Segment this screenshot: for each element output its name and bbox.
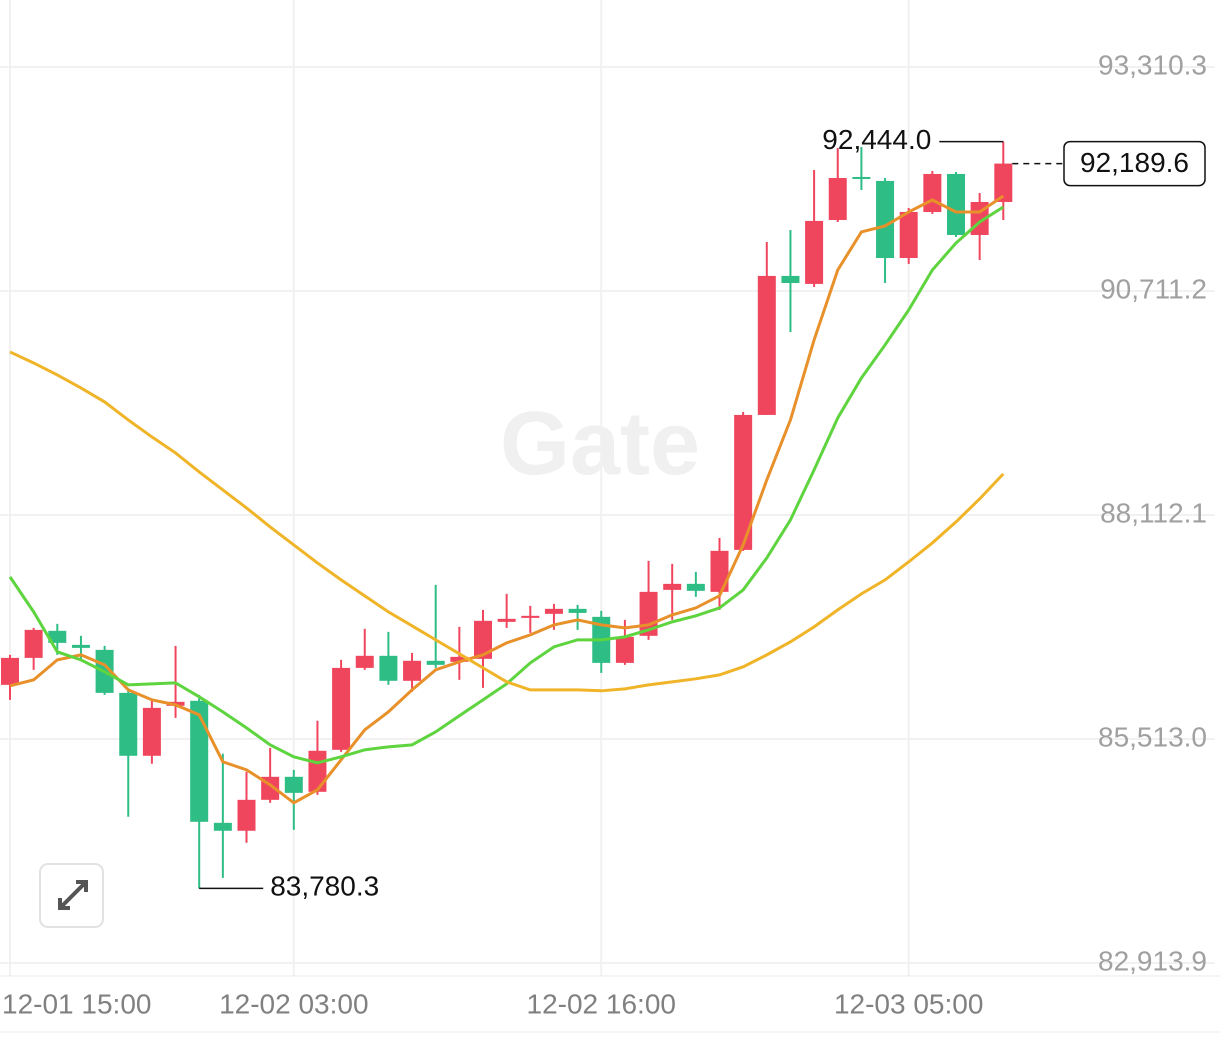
x-tick-label: 12-02 03:00 — [219, 988, 368, 1019]
candle-body — [237, 799, 256, 831]
candle-body — [474, 620, 492, 659]
candle-body — [876, 180, 895, 258]
candle-body — [757, 275, 776, 415]
candle-body — [355, 655, 374, 668]
candle-body — [284, 776, 303, 793]
ma-line — [9, 194, 1005, 805]
candle-body — [213, 822, 232, 831]
candle-body — [308, 750, 327, 792]
candle-body — [994, 163, 1013, 202]
last-price-label: 92,189.6 — [1080, 147, 1189, 178]
candle-body — [24, 629, 43, 658]
candle-body — [142, 707, 161, 756]
candle-body — [544, 608, 563, 614]
candle-body — [852, 176, 871, 179]
candle-body — [450, 656, 469, 662]
y-tick-label: 82,913.9 — [1098, 945, 1207, 976]
candle-body — [426, 660, 445, 665]
last-price-box — [1063, 140, 1206, 187]
y-tick-label: 93,310.3 — [1098, 49, 1207, 80]
x-tick-label: 12-03 05:00 — [834, 988, 983, 1019]
candle-body — [663, 583, 682, 590]
watermark: Gate — [500, 394, 700, 494]
candle-body — [332, 667, 351, 750]
candle-body — [568, 608, 587, 613]
candle-body — [710, 550, 729, 592]
candle-body — [403, 660, 422, 681]
candle-body — [686, 583, 705, 591]
ma-line — [8, 205, 1005, 765]
candle-body — [71, 644, 90, 648]
candle-body — [1, 657, 19, 685]
expand-button[interactable] — [39, 863, 104, 928]
x-tick-label: 12-01 15:00 — [2, 988, 151, 1019]
high-label: 92,444.0 — [822, 124, 931, 155]
ma-line — [9, 350, 1005, 693]
candle-body — [48, 630, 67, 643]
candle-body — [119, 692, 138, 756]
y-tick-label: 85,513.0 — [1098, 721, 1207, 752]
candle-body — [734, 414, 753, 550]
candle-body — [615, 636, 634, 663]
candle-body — [947, 173, 965, 235]
candle-body — [828, 178, 847, 220]
candle-body — [190, 700, 209, 822]
candle-body — [521, 615, 540, 618]
candle-body — [497, 618, 516, 622]
y-tick-label: 90,711.2 — [1100, 273, 1207, 304]
candle-body — [923, 173, 942, 212]
low-label: 83,780.3 — [270, 871, 379, 902]
y-tick-label: 88,112.1 — [1100, 497, 1207, 528]
x-tick-label: 12-02 16:00 — [527, 988, 676, 1019]
candle-body — [781, 275, 800, 283]
candle-body — [805, 220, 824, 284]
candle-body — [899, 211, 918, 258]
candle-body — [379, 655, 398, 681]
